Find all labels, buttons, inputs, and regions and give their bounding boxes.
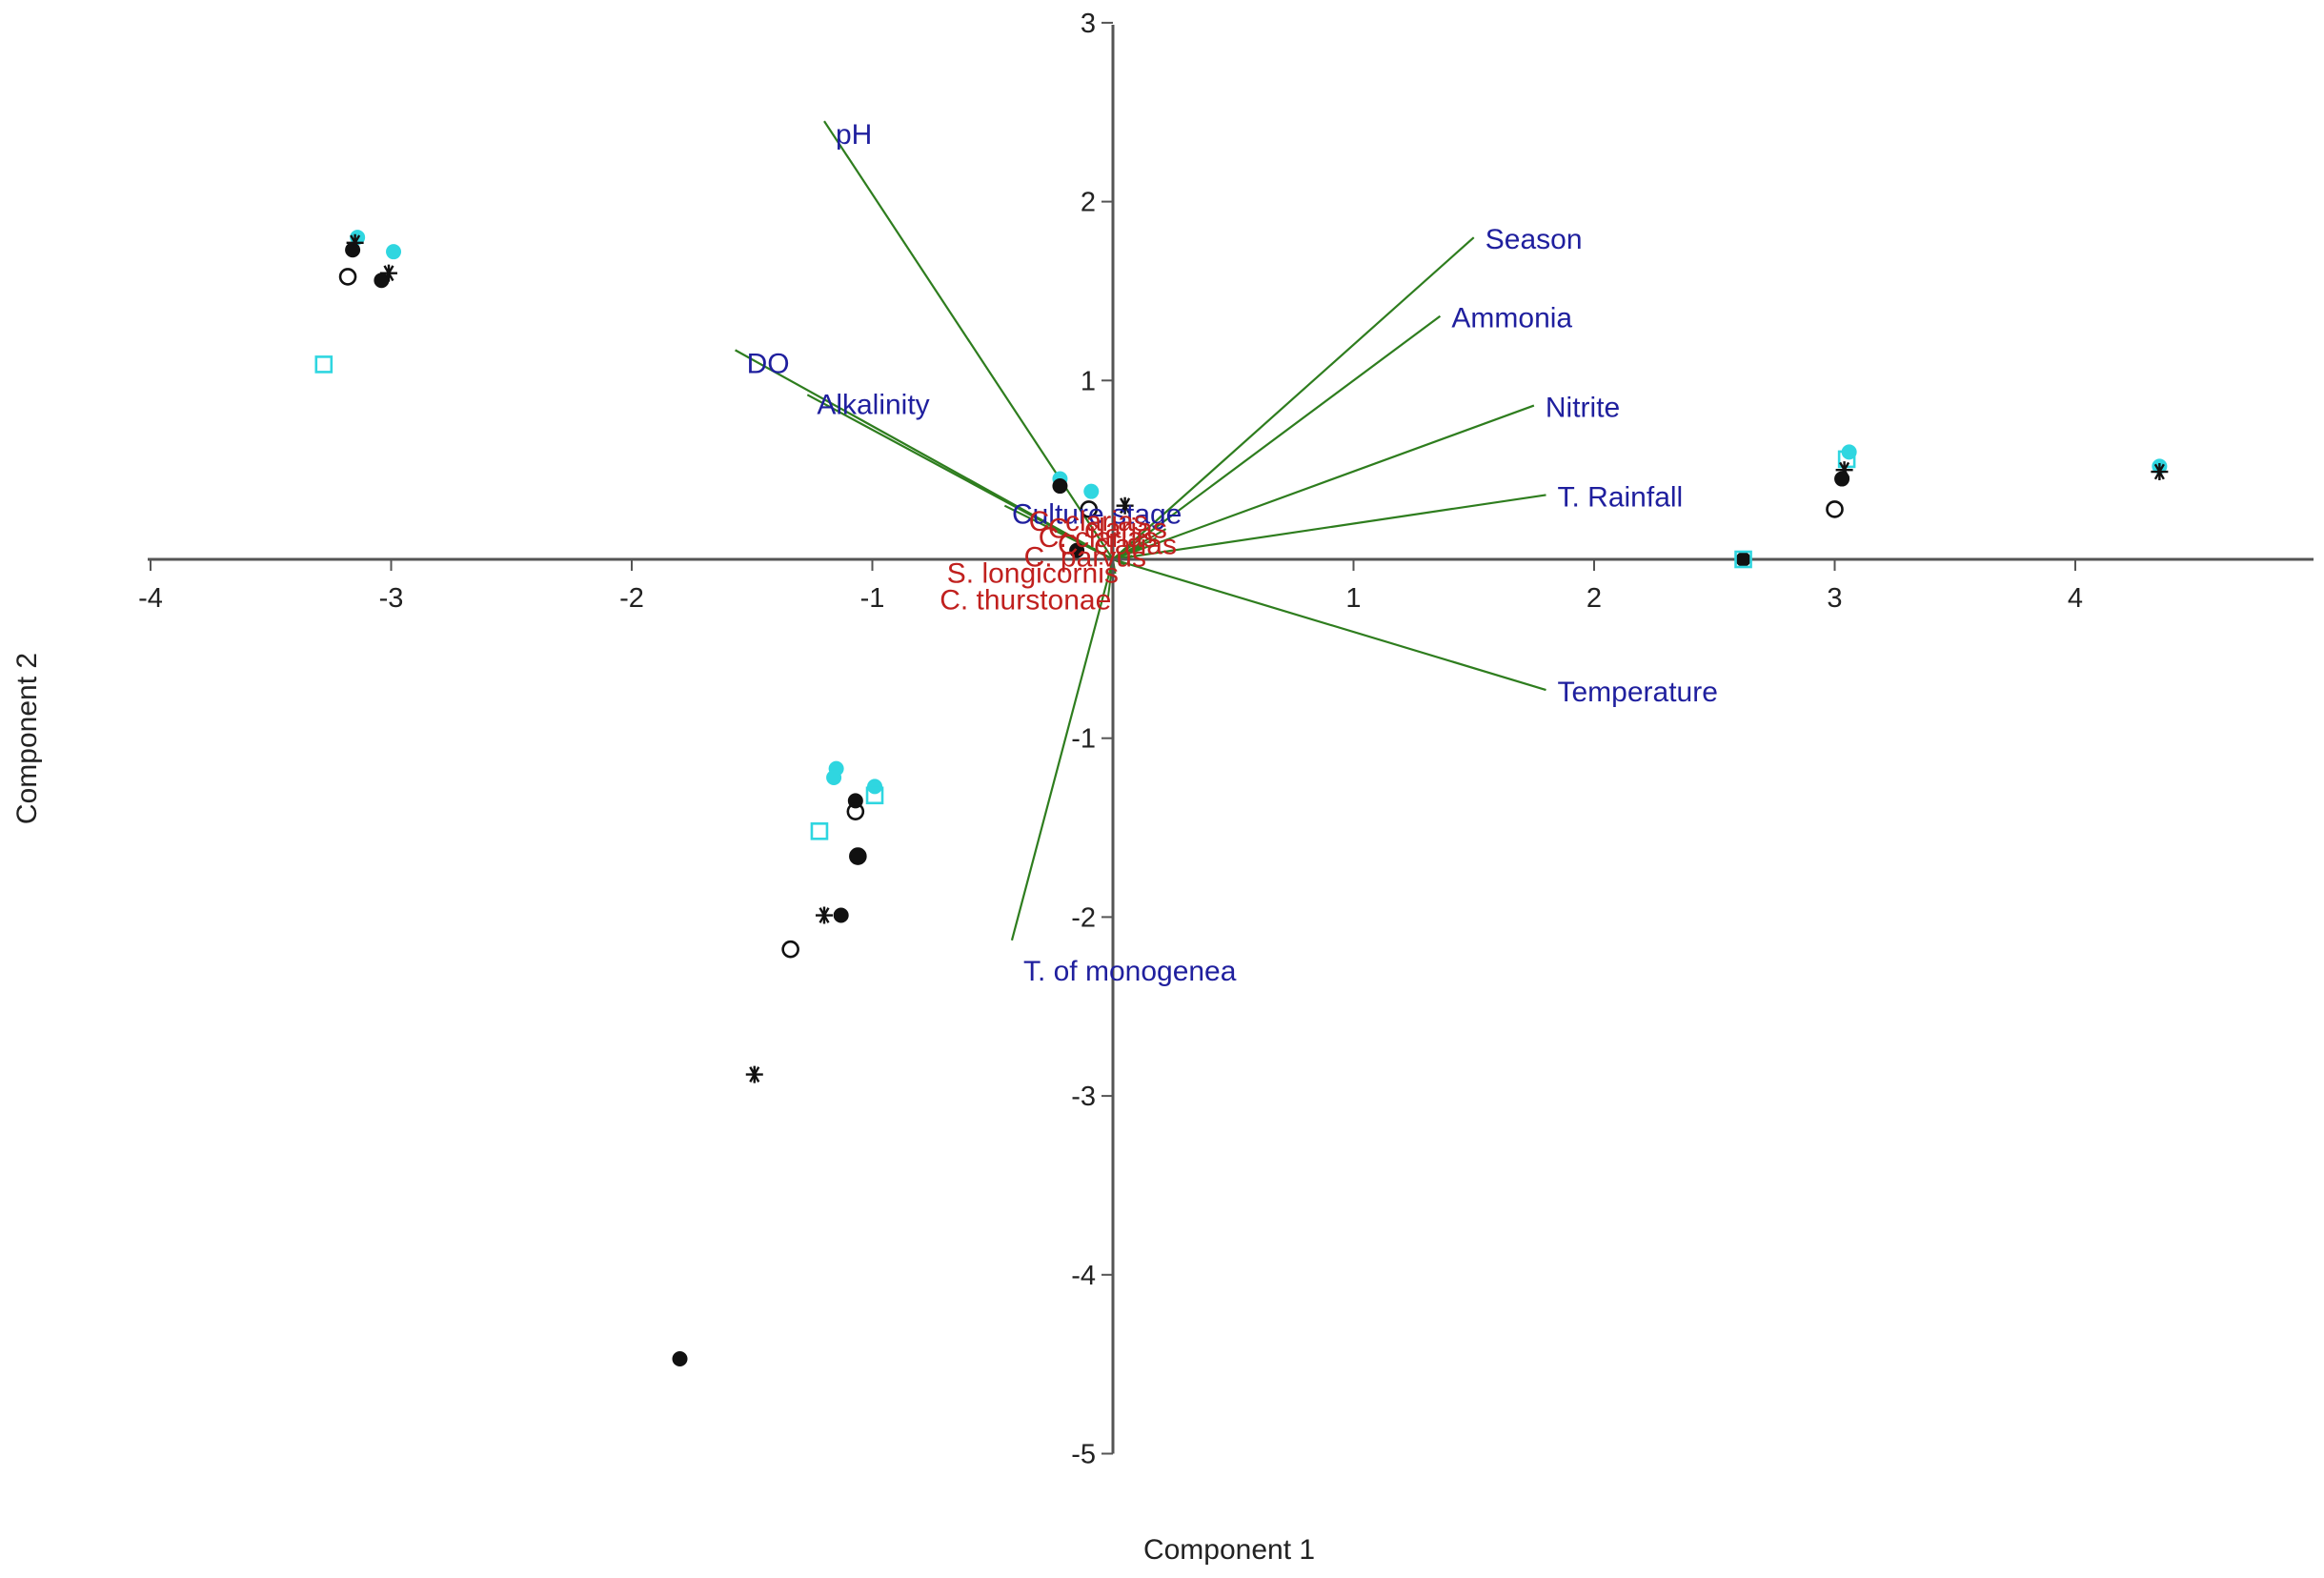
species-label: C. clarias <box>1048 513 1167 544</box>
x-tick-label: -4 <box>138 583 163 614</box>
variable-vector <box>1112 494 1546 561</box>
species-label: C. parvus <box>1024 542 1146 574</box>
variable-label: Season <box>1485 224 1583 255</box>
sample-point-dot <box>1834 471 1850 487</box>
sample-point-star <box>745 1065 763 1083</box>
sample-point-star <box>379 264 397 282</box>
x-tick-label: -2 <box>619 583 644 614</box>
sample-point-circle <box>1826 500 1844 518</box>
sample-point-circle <box>849 847 867 865</box>
variable-label: Ammonia <box>1451 303 1572 334</box>
axes: -4 -3 -2 -1 1 2 3 4 3 2 1 -1 -2 -3 -4 -5 <box>138 9 2314 1470</box>
vector-labels: pH Season Ammonia DO Alkalinity Nitrite T. Rai… <box>747 119 1718 987</box>
sample-point-dot <box>1069 542 1085 558</box>
y-tick-label: 1 <box>1081 366 1096 396</box>
sample-points <box>314 230 2169 1367</box>
sample-point-square <box>1734 550 1752 569</box>
sample-point-dot <box>867 779 883 795</box>
species-label: C. clarias <box>1029 506 1148 537</box>
y-tick-label: -5 <box>1071 1440 1096 1470</box>
sample-point-dot <box>374 273 390 289</box>
variable-vector <box>1003 504 1114 560</box>
variable-label: Culture stage <box>1012 498 1182 530</box>
variable-vector <box>1112 404 1535 561</box>
variable-vector <box>1112 236 1475 560</box>
variable-label: Temperature <box>1558 677 1718 708</box>
sample-point-dot <box>386 244 402 260</box>
x-axis-title: Component 1 <box>1143 1534 1315 1566</box>
variable-vector <box>1112 314 1442 560</box>
sample-point-dot <box>850 848 866 864</box>
sample-point-star <box>816 906 833 924</box>
species-label: C. clarias <box>1039 522 1158 554</box>
species-vector <box>1112 545 1142 560</box>
x-tick-label: -1 <box>860 583 885 614</box>
species-label: S. longicornis <box>947 557 1119 589</box>
x-tick-label: -3 <box>379 583 404 614</box>
variable-label: DO <box>747 348 790 379</box>
x-tick-label: 3 <box>1827 583 1842 614</box>
sample-point-circle <box>781 940 799 959</box>
variable-vector <box>806 394 1114 560</box>
x-tick-label: 2 <box>1586 583 1602 614</box>
sample-point-square <box>865 786 884 805</box>
sample-point-dot <box>833 907 849 923</box>
loading-vectors <box>735 120 1546 941</box>
x-tick-label: 4 <box>2068 583 2083 614</box>
y-tick-label: 2 <box>1081 188 1096 218</box>
y-tick-label: -1 <box>1071 724 1096 755</box>
variable-vector <box>1112 557 1546 692</box>
sample-point-star <box>1116 496 1134 515</box>
sample-point-star <box>1835 461 1853 479</box>
sample-point-square <box>314 355 333 374</box>
sample-point-square <box>810 822 829 840</box>
variable-label: Nitrite <box>1546 393 1620 424</box>
variable-vector <box>823 120 1114 560</box>
sample-point-circle <box>338 268 357 286</box>
variable-label: Alkalinity <box>817 389 929 420</box>
sample-point-dot <box>1083 483 1100 499</box>
sample-point-dot <box>1735 552 1751 567</box>
sample-point-circle <box>1080 500 1099 518</box>
y-tick-label: -2 <box>1071 902 1096 933</box>
y-tick-label: -4 <box>1071 1261 1096 1291</box>
variable-label: pH <box>836 119 872 151</box>
sample-point-dot <box>826 769 842 785</box>
species-label: C. clarias <box>1058 529 1177 560</box>
sample-point-dot <box>345 242 361 258</box>
y-tick-label: 3 <box>1081 9 1096 39</box>
variable-label: T. of monogenea <box>1023 956 1237 987</box>
x-tick-label: 1 <box>1345 583 1361 614</box>
variable-vector <box>1010 558 1115 941</box>
sample-point-circle <box>846 802 865 820</box>
sample-point-dot <box>672 1351 688 1367</box>
y-tick-label: -3 <box>1071 1082 1096 1112</box>
y-axis-title: Component 2 <box>11 653 43 824</box>
sample-point-star <box>2151 463 2169 481</box>
species-label: C. thurstonae <box>940 585 1111 617</box>
sample-point-dot <box>1052 478 1068 495</box>
variable-label: T. Rainfall <box>1558 481 1684 513</box>
